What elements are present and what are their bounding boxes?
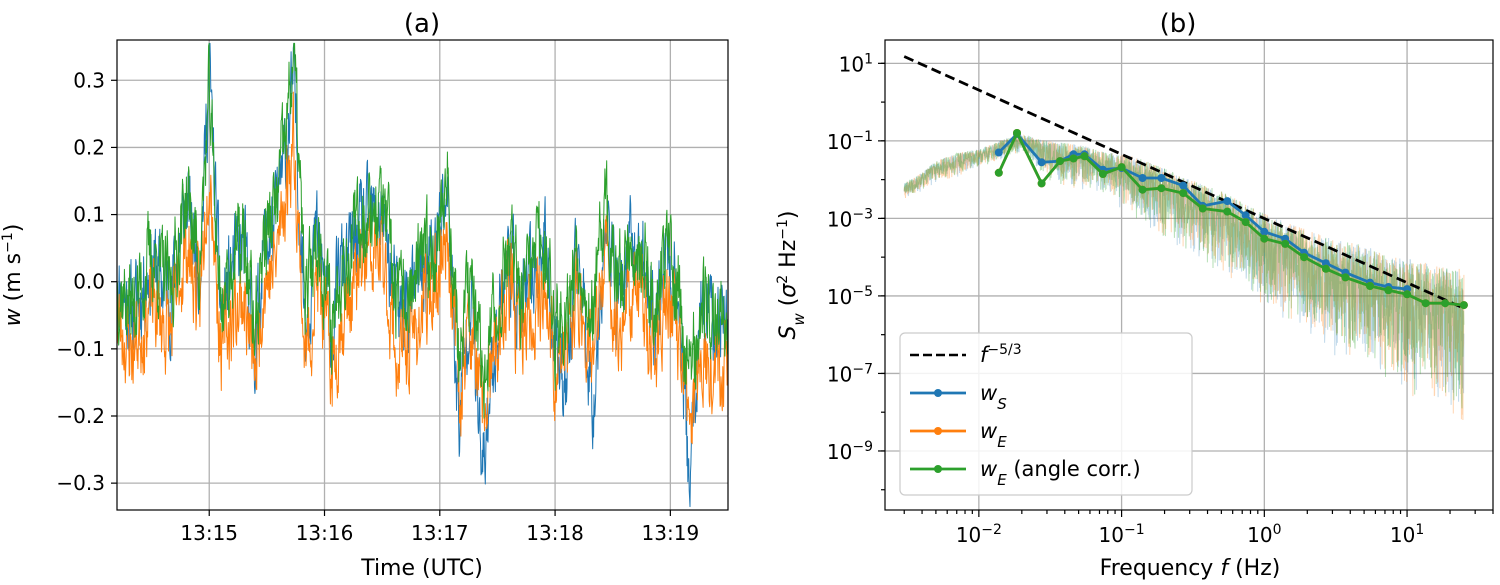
panel-a-xtick-label-4: 13:19 (642, 521, 700, 545)
panel-b-series-2-point (1223, 207, 1232, 216)
panel-a-frame (116, 39, 729, 511)
panel-b-ytick-label-2: 10−5 (827, 284, 873, 309)
panel-b-ytick-label-5: 101 (839, 51, 873, 76)
panel-a-ylabel: w (m s−1) (0, 224, 26, 327)
panel-a-xtick-label-0: 13:15 (180, 521, 238, 545)
legend-label-ws: wS (980, 381, 1007, 413)
panel-a-ytick-label-1: −0.2 (56, 404, 105, 428)
panel-b-series-0-point (1037, 158, 1046, 167)
panel-b-series-2-point (1013, 129, 1021, 137)
panel-b-series-2-point (1056, 157, 1064, 166)
panel-a-xtick-label-1: 13:16 (296, 521, 354, 545)
panel-a-ytick-label-3: 0.0 (73, 270, 105, 294)
panel-a: (a) 13:15 13:16 13:17 13:18 13:19 −0.3 −0.2 −0.… (0, 9, 729, 581)
panel-b-series-2-point (1080, 152, 1089, 161)
panel-b-xtick-label-0: 10−2 (956, 522, 1002, 547)
panel-a-ytick-label-0: −0.3 (56, 471, 105, 495)
panel-b-series-2-point (1403, 290, 1412, 299)
panel-b-series-0-point (1260, 227, 1269, 236)
panel-b-title: (b) (1160, 9, 1197, 39)
panel-b-series-0-point (994, 148, 1003, 157)
panel-b-frame (884, 39, 1494, 511)
panel-b-series-2-point (994, 168, 1003, 177)
panel-b-series-2-point (1260, 234, 1269, 243)
panel-b-series-2-point (1198, 204, 1207, 213)
panel-b-series-0-point (1321, 259, 1330, 268)
panel-b-ytick-label-4: 10−1 (827, 129, 873, 154)
panel-b-ytick-label-1: 10−7 (827, 361, 873, 386)
panel-a-series-1-line (116, 91, 729, 445)
panel-b-series-2-point (1138, 185, 1147, 194)
panel-b-series-0-point (1241, 211, 1250, 220)
panel-a-ticks: 13:15 13:16 13:17 13:18 13:19 −0.3 −0.2 −0.1 0.0… (56, 68, 699, 545)
panel-b-series-2-point (1384, 286, 1393, 295)
panel-a-ytick-label-5: 0.2 (73, 135, 105, 159)
panel-b-ylabel: Sw (σ2 Hz−1) (775, 210, 808, 339)
panel-a-ytick-label-4: 0.1 (73, 203, 105, 227)
panel-b-series-0-point (1223, 197, 1232, 206)
panel-b-series-2-point (1069, 154, 1078, 163)
legend-label-we: wE (980, 419, 1007, 451)
panel-b-series-0-point (1179, 181, 1188, 190)
panel-b-series-2-point (1459, 301, 1468, 310)
panel-a-series-2-line (116, 42, 729, 419)
legend-label-reference: f−5/3 (980, 342, 1022, 367)
panel-b-series-0-point (1138, 174, 1147, 182)
panel-b-series-2-point (1321, 264, 1330, 273)
panel-b-series-2-point (1241, 218, 1250, 227)
panel-b-ticks: 10−2 10−1 100 101 10−9 10−7 10−5 10−3 10−1 101 (827, 51, 1494, 547)
legend-marker-we (934, 427, 942, 435)
panel-b-series-2-point (1421, 299, 1430, 308)
panel-b-xtick-label-1: 10−1 (1099, 522, 1145, 547)
panel-a-xtick-label-3: 13:18 (526, 521, 584, 545)
panel-b-series-2-point (1341, 273, 1350, 282)
panel-b-ytick-label-3: 10−3 (827, 206, 873, 231)
panel-b-series-2-point (1300, 253, 1309, 262)
legend-marker-we-corr (934, 465, 942, 473)
panel-b-series-2-point (1179, 189, 1188, 198)
panel-b-series-2-point (1157, 184, 1166, 193)
panel-a-series (116, 42, 729, 508)
panel-b-xlabel: Frequency f (Hz) (1100, 556, 1281, 581)
panel-a-xtick-label-2: 13:17 (411, 521, 469, 545)
legend-marker-ws (934, 389, 942, 397)
panel-b-series (903, 55, 1468, 310)
panel-b-series-2-point (1037, 179, 1046, 188)
panel-b-series-2-point (1366, 282, 1374, 290)
panel-b-series-2-point (1117, 163, 1126, 172)
panel-b-series-2-point (1281, 239, 1290, 248)
panel-a-xlabel: Time (UTC) (360, 556, 483, 581)
panel-b-ytick-label-0: 10−9 (827, 439, 873, 464)
panel-b-series-2-point (1098, 170, 1107, 178)
legend: f−5/3 wS wE wE (angle corr.) (899, 332, 1193, 496)
panel-b-series-0-point (1157, 174, 1166, 182)
legend-box (899, 332, 1193, 496)
panel-b-xtick-label-2: 100 (1247, 522, 1281, 547)
panel-b-series-2-point (1441, 299, 1450, 308)
panel-a-title: (a) (404, 9, 440, 39)
panel-a-ytick-label-6: 0.3 (73, 68, 105, 92)
panel-b: (b) 10−2 10−1 100 10110−910−710−510−310−110… (775, 9, 1494, 581)
panel-b-series-0-line (997, 132, 1408, 291)
panel-a-ytick-label-2: −0.1 (56, 337, 105, 361)
panel-b-xtick-label-3: 101 (1390, 522, 1424, 547)
panel-b-raw-spectrum-2 (903, 135, 1465, 409)
